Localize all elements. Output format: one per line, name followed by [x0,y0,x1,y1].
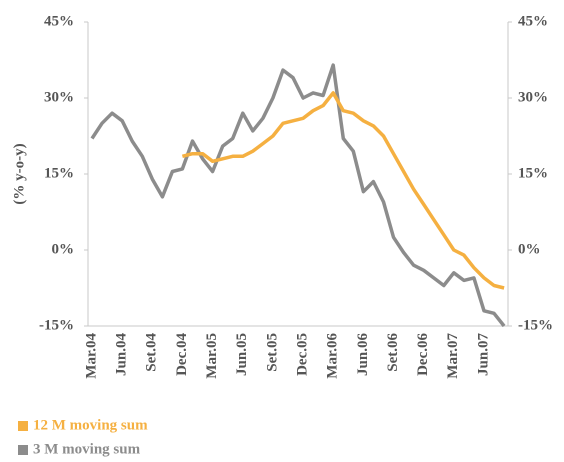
x-tick-label: Dec.04 [174,333,190,376]
y2-tick-label: 0% [518,241,541,257]
series-line [90,63,506,328]
series-line [181,91,505,290]
x-tick-label: Set.06 [385,333,401,372]
x-tick-label: Jun.06 [355,333,371,376]
x-tick-label: Jun.07 [475,333,491,376]
y2-tick-label: 15% [518,165,548,181]
y2-tick-label: 45% [518,13,548,29]
x-tick-label: Mar.07 [445,333,461,379]
y-tick-label: 15% [44,165,74,181]
x-tick-label: Dec.06 [415,333,431,376]
y-tick-label: -15% [39,317,74,333]
x-tick-label: Mar.06 [325,333,341,379]
legend-swatch [18,421,28,431]
y2-tick-label: 30% [518,89,548,105]
y-tick-label: 0% [52,241,75,257]
legend-label: 12 M moving sum [33,417,148,433]
x-tick-label: Set.04 [144,333,160,372]
y-tick-label: 45% [44,13,74,29]
x-tick-label: Mar.05 [204,333,220,379]
x-tick-label: Jun.05 [234,333,250,376]
y-tick-label: 30% [44,89,74,105]
x-tick-label: Dec.05 [294,333,310,376]
legend-label: 3 M moving sum [33,441,141,457]
x-tick-label: Mar.04 [83,333,99,379]
y-axis-label: (% y-o-y) [11,143,27,204]
y2-tick-label: -15% [518,317,553,333]
legend-swatch [18,445,28,455]
x-tick-label: Jun.04 [114,333,130,376]
x-tick-label: Set.05 [264,333,280,372]
